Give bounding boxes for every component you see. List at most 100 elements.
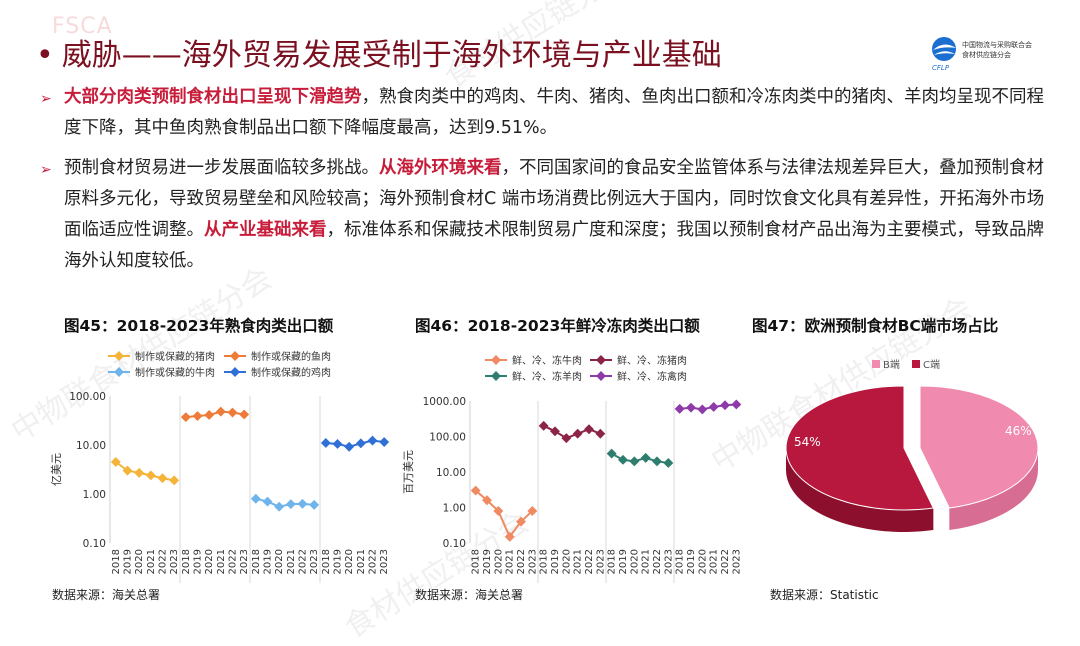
y-tick-label: 100.00: [69, 391, 106, 403]
data-point: [309, 499, 320, 510]
legend-label: 制作或保藏的鸡肉: [251, 366, 331, 379]
x-tick-label: 2021: [286, 549, 297, 574]
logo-globe-icon: [932, 37, 956, 61]
x-tick-label: 2023: [239, 549, 250, 574]
pie-data-label: 54%: [794, 435, 821, 449]
data-point: [584, 424, 594, 435]
logo-abbr: CFLP: [932, 64, 950, 72]
x-tick-label: 2023: [309, 549, 320, 574]
x-tick-label: 2020: [274, 549, 285, 574]
legend-label: 制作或保藏的猪肉: [135, 350, 215, 363]
data-point: [379, 437, 390, 447]
data-point: [629, 456, 640, 467]
x-tick-label: 2021: [356, 549, 367, 574]
x-tick-label: 2020: [204, 549, 215, 574]
legend-swatch: [912, 360, 920, 368]
legend-marker: [230, 367, 240, 377]
x-tick-label: 2019: [193, 549, 204, 574]
x-tick-label: 2023: [731, 549, 742, 574]
data-point: [250, 493, 261, 504]
legend-marker: [114, 351, 124, 361]
x-tick-label: 2022: [228, 549, 239, 574]
chart46-title: 图46：2018-2023年鲜冷冻肉类出口额: [415, 317, 700, 335]
x-tick-label: 2023: [379, 549, 390, 574]
y-tick-label: 100.00: [429, 432, 466, 444]
x-tick-label: 2019: [550, 549, 561, 574]
x-tick-label: 2023: [663, 549, 674, 574]
highlight-text: 从产业基础来看: [204, 220, 327, 240]
x-tick-label: 2018: [471, 549, 482, 574]
data-point: [674, 403, 685, 414]
logo-text-line2: 食材供应链分会: [962, 51, 1011, 59]
x-tick-label: 2018: [251, 549, 262, 574]
legend-label: 鲜、冷、冻猪肉: [617, 354, 687, 367]
x-tick-label: 2023: [527, 549, 538, 574]
x-tick-label: 2023: [169, 549, 180, 574]
legend-marker: [114, 367, 124, 377]
legend-label: B端: [883, 358, 900, 371]
x-tick-label: 2021: [216, 549, 227, 574]
legend-label: 制作或保藏的鱼肉: [251, 350, 331, 363]
pie-slice: [785, 385, 935, 511]
x-tick-label: 2018: [607, 549, 618, 574]
y-tick-label: 1.00: [443, 503, 466, 515]
data-point: [618, 454, 628, 465]
data-point: [355, 438, 366, 449]
x-tick-label: 2018: [321, 549, 332, 574]
data-point: [262, 496, 273, 507]
data-point: [595, 428, 606, 439]
data-point: [731, 399, 742, 410]
x-tick-label: 2019: [686, 549, 697, 574]
page-title-text: 威胁——海外贸易发展受制于海外环境与产业基础: [61, 38, 722, 73]
cflp-logo: 中国物流与采购联合会 食材供应链分会 CFLP: [928, 36, 1038, 76]
x-tick-label: 2018: [675, 549, 686, 574]
legend-marker: [491, 371, 501, 381]
logo-text-line1: 中国物流与采购联合会: [962, 41, 1032, 49]
x-tick-label: 2021: [573, 549, 584, 574]
data-point: [697, 404, 708, 415]
data-point: [367, 435, 378, 446]
x-tick-label: 2021: [146, 549, 157, 574]
page-title: • 威胁——海外贸易发展受制于海外环境与产业基础: [36, 38, 722, 73]
legend-marker: [596, 355, 606, 365]
data-point: [640, 452, 651, 463]
x-tick-label: 2020: [561, 549, 572, 574]
chart47-title: 图47：欧洲预制食材BC端市场占比: [752, 317, 999, 335]
highlight-text: 从海外环境来看: [379, 158, 502, 178]
legend-label: 制作或保藏的牛肉: [135, 366, 215, 379]
x-tick-label: 2019: [123, 549, 134, 574]
x-tick-label: 2020: [697, 549, 708, 574]
data-point: [572, 428, 583, 439]
x-tick-label: 2020: [493, 549, 504, 574]
data-point: [550, 426, 560, 437]
x-tick-label: 2019: [333, 549, 344, 574]
data-point: [606, 448, 617, 459]
data-point: [285, 499, 296, 510]
pie-slice-side: [949, 448, 1038, 531]
data-point: [708, 401, 719, 412]
paragraph-text: ，不同国家间的食品安全监管体系与法律法规差异巨大，叠加预制食材原料多元化，导致贸…: [64, 158, 1045, 240]
data-point: [169, 475, 180, 486]
x-tick-label: 2018: [539, 549, 550, 574]
y-tick-label: 1.00: [83, 489, 106, 501]
data-point: [663, 457, 674, 468]
x-tick-label: 2020: [629, 549, 640, 574]
legend-marker: [491, 355, 501, 365]
y-tick-label: 0.10: [443, 538, 466, 550]
y-tick-label: 10.00: [76, 440, 106, 452]
y-axis-label: 百万美元: [402, 450, 415, 494]
series-line: [475, 489, 534, 539]
legend-label: 鲜、冷、冻禽肉: [617, 370, 687, 383]
y-tick-label: 10.00: [436, 467, 466, 479]
paragraph-text: ，标准体系和保藏技术限制贸易广度和深度；我国以预制食材产品出海为主要模式，导致品…: [64, 220, 1044, 271]
data-point: [332, 439, 343, 449]
paragraph-text: 预制食材贸易进一步发展面临较多挑战。: [64, 158, 379, 178]
legend-marker: [596, 371, 606, 381]
x-tick-label: 2023: [595, 549, 606, 574]
legend-label: 鲜、冷、冻羊肉: [512, 370, 582, 383]
x-tick-label: 2020: [344, 549, 355, 574]
x-tick-label: 2021: [505, 549, 516, 574]
x-tick-label: 2022: [158, 549, 169, 574]
chart45-source: 数据来源：海关总署: [52, 588, 161, 602]
